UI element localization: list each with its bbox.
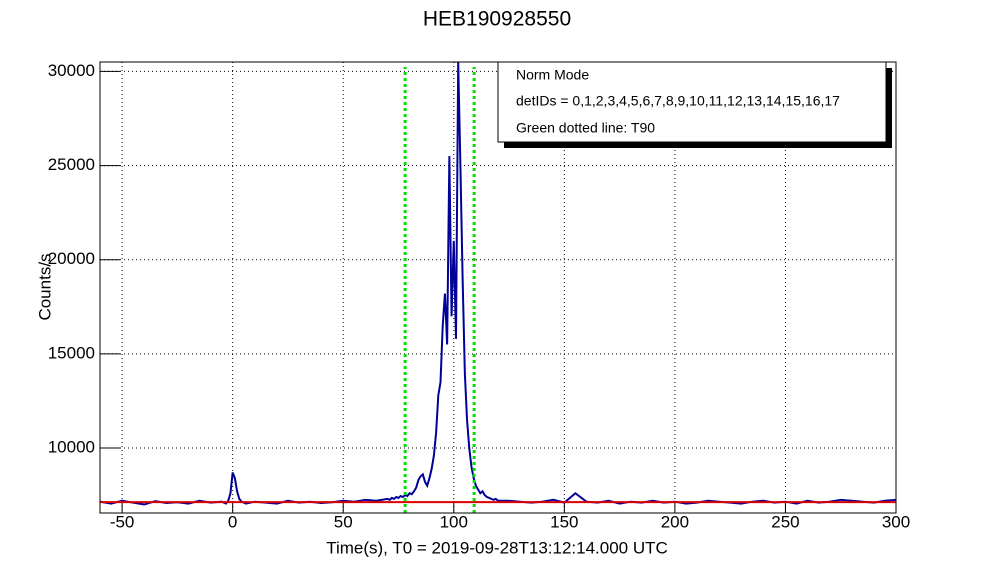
y-tick-label: 10000 <box>48 438 95 457</box>
x-tick-label: 0 <box>228 512 237 531</box>
y-axis-label: Counts/s <box>35 253 54 320</box>
y-tick-label: 25000 <box>48 155 95 174</box>
legend-text: Green dotted line: T90 <box>516 120 655 136</box>
x-tick-label: 50 <box>334 512 353 531</box>
x-tick-label: 300 <box>882 512 910 531</box>
x-tick-label: 100 <box>440 512 468 531</box>
x-tick-label: 200 <box>661 512 689 531</box>
plot-area: -50 0 50 100 150 200 250 300 10000 15000 20000 2500… <box>48 61 910 532</box>
y-tick-label: 20000 <box>48 249 95 268</box>
y-tick-label: 30000 <box>48 61 95 80</box>
x-tick-label: 150 <box>550 512 578 531</box>
x-axis-label: Time(s), T0 = 2019-09-28T13:12:14.000 UT… <box>326 538 668 557</box>
y-tick-label: 15000 <box>48 343 95 362</box>
x-tick-label: 250 <box>771 512 799 531</box>
chart-title: HEB190928550 <box>423 8 571 31</box>
legend-text: detIDs = 0,1,2,3,4,5,6,7,8,9,10,11,12,13… <box>516 93 840 109</box>
legend-text: Norm Mode <box>516 67 589 83</box>
x-tick-label: -50 <box>110 512 135 531</box>
legend-box <box>497 61 887 143</box>
